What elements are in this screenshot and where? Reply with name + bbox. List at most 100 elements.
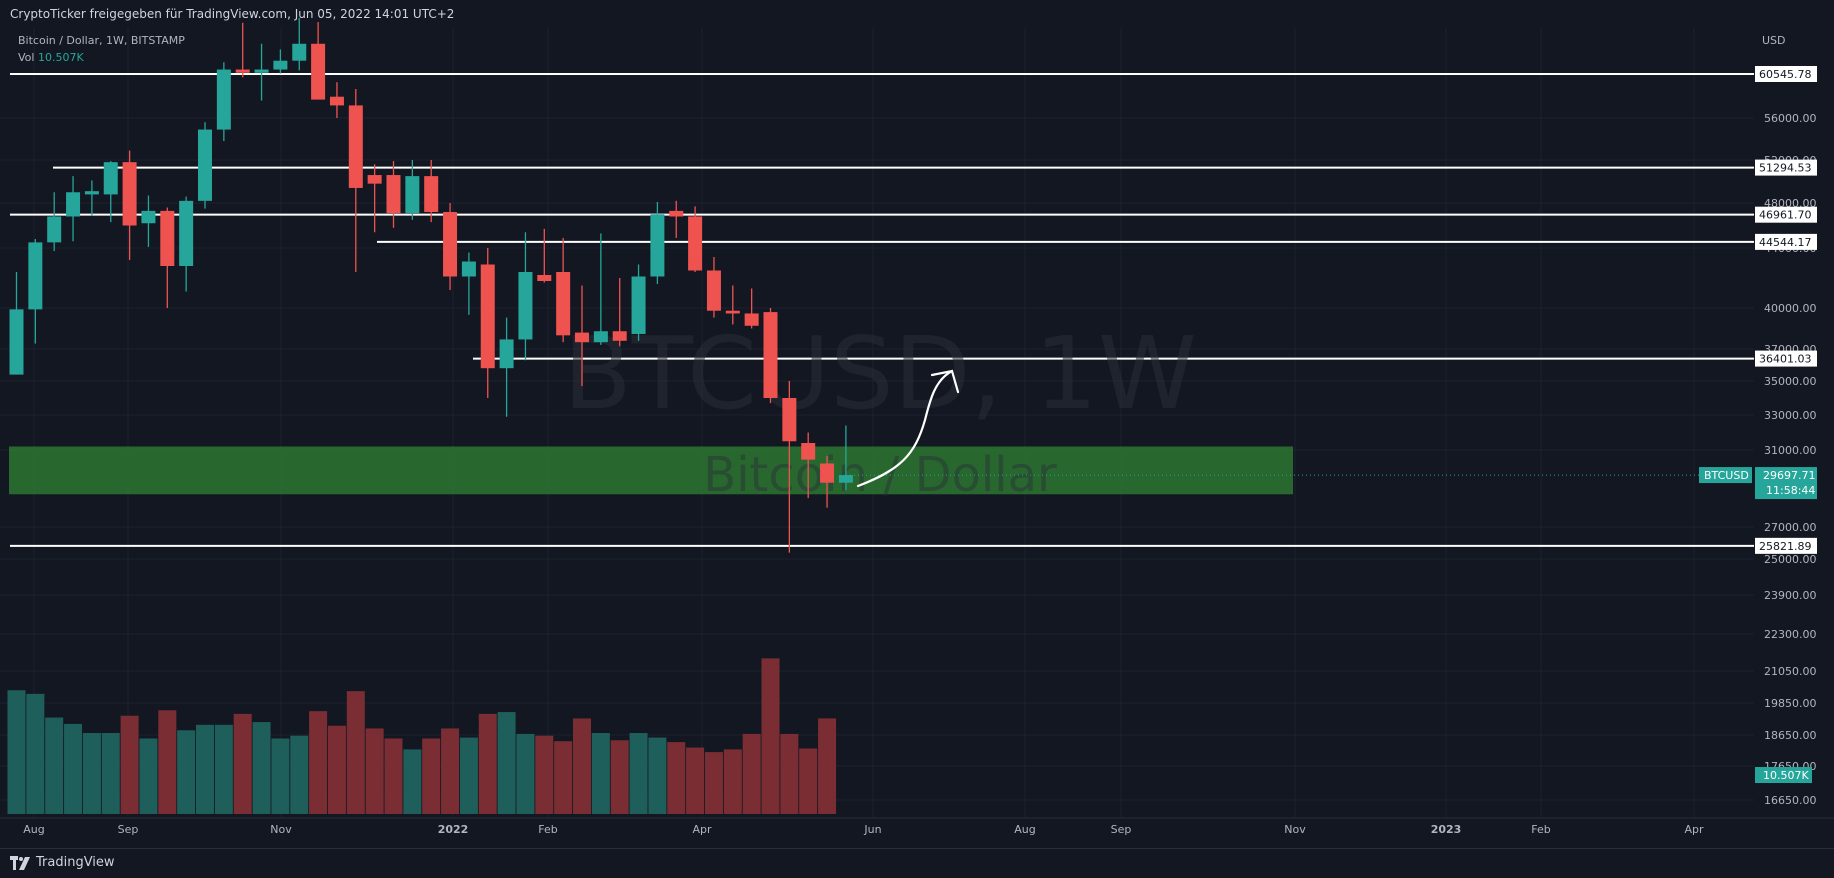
candle-body <box>763 312 778 398</box>
candle-body <box>386 175 401 214</box>
time-axis[interactable]: Aug Sep Nov 2022 Feb Apr Jun Aug Sep Nov 2023 Feb Ap… <box>0 817 1834 836</box>
candle <box>160 207 175 308</box>
volume-bar <box>818 718 837 814</box>
watermark-symbol: BTCUSD, 1W <box>563 315 1196 432</box>
legend-vol-value: 10.507K <box>37 51 84 64</box>
volume-bar <box>573 718 591 814</box>
volume-bar <box>271 738 290 814</box>
candle <box>631 264 646 341</box>
volume-bar <box>554 741 573 814</box>
price-tick-label: 18650.00 <box>1764 729 1817 742</box>
price-axis[interactable]: USD56000.0052000.0048000.0044000.0040000… <box>1754 28 1834 848</box>
time-tick-label: Aug <box>23 823 44 836</box>
time-tick-label: Feb <box>1531 823 1550 836</box>
bar-countdown: 11:58:44 <box>1766 484 1815 497</box>
time-tick-label: Sep <box>1111 823 1132 836</box>
candle <box>179 196 194 292</box>
volume-bar <box>648 737 667 814</box>
candle-body <box>480 264 495 369</box>
candle <box>9 272 24 375</box>
candle <box>216 62 231 142</box>
candle-body <box>141 210 156 224</box>
candle-body <box>160 210 175 266</box>
time-tick-label: Feb <box>538 823 557 836</box>
level-labels: 60545.78 51294.53 46961.70 44544.17 36401.03… <box>1699 66 1817 783</box>
last-price-label: 29697.71 <box>1763 469 1816 482</box>
candle <box>838 425 853 491</box>
candle <box>650 201 665 284</box>
volume-bar <box>233 713 252 814</box>
tradingview-logo[interactable]: TradingView <box>10 855 115 870</box>
time-tick-label: Apr <box>1684 823 1704 836</box>
candle <box>141 195 156 247</box>
volume-value-label: 10.507K <box>1763 769 1809 782</box>
candle-body <box>198 129 212 201</box>
candle-body <box>9 309 24 375</box>
level-price-box <box>1755 66 1817 82</box>
candle <box>311 22 326 100</box>
candle <box>480 248 495 398</box>
legend-symbol: Bitcoin / Dollar, 1W, BITSTAMP <box>18 34 185 47</box>
volume-bar <box>459 737 478 814</box>
drawn-arrow[interactable] <box>856 369 954 488</box>
last-price-symbol-box <box>1699 467 1752 484</box>
candle <box>84 180 99 216</box>
legend-vol-label: Vol <box>18 51 35 64</box>
price-tick-label: 25000.00 <box>1764 553 1817 566</box>
price-tick-label: 22300.00 <box>1764 628 1817 641</box>
candle <box>612 278 627 347</box>
volume-bar <box>365 728 384 814</box>
volume-bar <box>101 733 120 814</box>
candle <box>820 455 835 508</box>
candle-body <box>575 332 589 343</box>
volume-bar <box>591 733 610 814</box>
volume-bar <box>177 730 196 814</box>
volume-bar <box>139 738 158 814</box>
candle <box>198 122 212 209</box>
candle <box>386 161 401 228</box>
candle-body <box>461 261 476 277</box>
volume-bars <box>7 658 837 814</box>
candle-body <box>179 200 194 266</box>
volume-bar <box>780 733 799 814</box>
volume-bar <box>422 738 441 814</box>
candle-body <box>706 270 721 311</box>
volume-bar <box>214 724 233 814</box>
candle-body <box>28 242 43 310</box>
candle-body <box>348 105 363 188</box>
level-price-label: 51294.53 <box>1759 162 1812 175</box>
candle <box>744 288 759 329</box>
candle <box>706 257 721 318</box>
tradingview-logo-icon <box>10 855 30 870</box>
level-price-box <box>1755 206 1817 223</box>
volume-bar <box>535 735 554 814</box>
level-price-box <box>1755 233 1817 250</box>
last-price-symbol: BTCUSD <box>1704 469 1749 482</box>
time-tick-label: Nov <box>270 823 292 836</box>
candle-body <box>612 331 627 341</box>
candle-body <box>744 313 759 326</box>
candle <box>443 203 458 290</box>
volume-bar <box>346 691 365 814</box>
level-price-box <box>1755 350 1817 367</box>
price-tick-label: 21050.00 <box>1764 665 1817 678</box>
volume-bar <box>26 693 45 814</box>
time-tick-label: Apr <box>692 823 712 836</box>
candle-body <box>329 96 344 106</box>
price-tick-label: 35000.00 <box>1764 375 1817 388</box>
time-tick-label: Nov <box>1284 823 1306 836</box>
price-chart[interactable]: BTCUSD, 1W Bitcoin / Dollar USD56000.005… <box>0 0 1834 848</box>
price-axis-currency: USD <box>1762 34 1786 47</box>
header-bar: CryptoTicker freigegeben für TradingView… <box>0 0 1834 28</box>
candle <box>537 228 552 283</box>
volume-bar <box>742 733 761 814</box>
volume-value-box <box>1755 767 1812 783</box>
volume-bar <box>629 733 648 814</box>
candle-body <box>311 43 326 100</box>
price-tick-label: 16650.00 <box>1764 794 1817 807</box>
volume-bar <box>196 724 214 814</box>
volume-bar <box>667 742 686 814</box>
candle <box>518 232 533 361</box>
candle-body <box>838 475 853 483</box>
candle-body <box>235 69 250 73</box>
